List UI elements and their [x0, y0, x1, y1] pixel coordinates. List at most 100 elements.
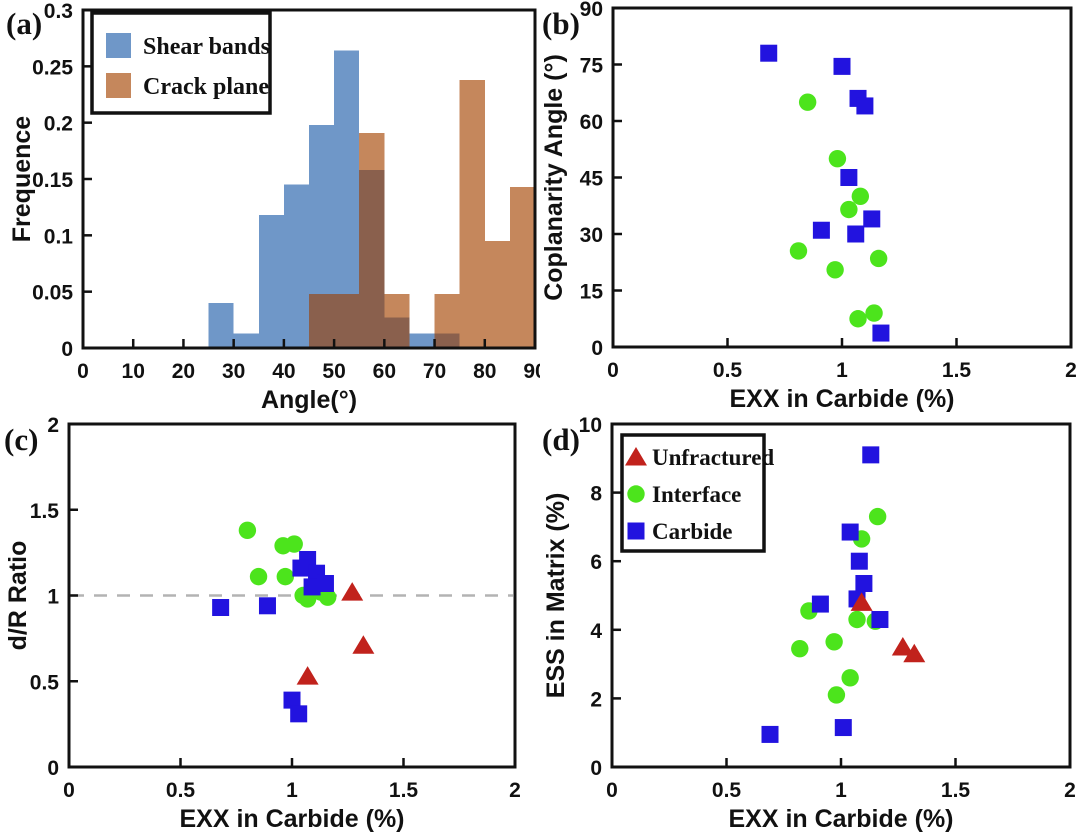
- scatter-point-interface: [276, 567, 295, 586]
- panel-label-a: (a): [6, 6, 43, 41]
- x-tick-label: 20: [172, 360, 195, 383]
- scatter-point-carbide: [833, 57, 851, 75]
- histogram-overlap-bar: [334, 293, 360, 348]
- scatter-point-unfractured: [903, 643, 926, 663]
- x-tick-label: 2: [1064, 779, 1076, 802]
- scatter-point-carbide: [258, 597, 276, 615]
- scatter-point-interface: [851, 187, 870, 206]
- scatter-point-interface: [841, 669, 859, 687]
- histogram-bar-shear-bands: [208, 302, 234, 348]
- scatter-point-carbide: [811, 595, 829, 613]
- x-tick-label: 1: [836, 359, 848, 382]
- y-tick-label: 6: [590, 551, 602, 574]
- legend-label: Crack plane: [143, 74, 269, 100]
- x-tick-label: 80: [473, 360, 496, 383]
- x-tick-label: 0: [77, 360, 89, 383]
- scatter-point-carbide: [872, 324, 890, 342]
- scatter-point-interface: [869, 249, 888, 268]
- x-tick-label: 2: [1065, 359, 1077, 382]
- scatter-point-interface: [789, 242, 808, 260]
- scatter-point-carbide: [847, 225, 865, 243]
- x-tick-label: 1.5: [941, 779, 971, 802]
- x-tick-label: 1: [835, 779, 847, 802]
- scatter-point-carbide: [841, 523, 859, 541]
- scatter-point-carbide: [855, 574, 873, 592]
- y-tick-label: 0: [61, 338, 73, 361]
- y-axis-label: Frequence: [8, 116, 36, 243]
- legend-label: Shear bands: [143, 34, 270, 60]
- scatter-point-carbide: [834, 719, 852, 737]
- scatter-point-carbide: [212, 599, 230, 617]
- scatter-point-interface: [849, 310, 867, 328]
- y-tick-label: 0.05: [32, 282, 73, 305]
- x-tick-label: 40: [272, 360, 295, 383]
- scatter-point-unfractured: [296, 666, 319, 685]
- scatter-point-carbide: [856, 97, 874, 115]
- histogram-overlap-bar: [384, 317, 410, 348]
- histogram-bar-crack-plane: [484, 240, 510, 348]
- x-axis-label: EXX in Carbide (%): [179, 805, 404, 833]
- x-tick-label: 60: [373, 360, 396, 383]
- panel-c-chart: 0 0.5 1 1.5 2 0 0.5 1 1.5 2 EXX in Carbide (%) d/R …: [4, 415, 521, 833]
- scatter-point-interface: [249, 567, 268, 586]
- histogram-bar-shear-bands: [409, 333, 435, 348]
- x-tick-label: 30: [222, 360, 245, 383]
- histogram-bar-shear-bands: [233, 333, 259, 348]
- plot-frame: [67, 422, 517, 769]
- y-tick-label: 15: [580, 281, 604, 304]
- x-tick-label: 10: [122, 360, 145, 383]
- scatter-point-carbide: [290, 705, 308, 723]
- scatter-point-carbide: [283, 691, 301, 709]
- scatter-point-carbide: [871, 611, 889, 629]
- y-tick-label: 0.25: [32, 56, 73, 79]
- x-tick-label: 0.5: [712, 779, 742, 802]
- scatter-point-interface: [798, 93, 817, 111]
- scatter-point-interface: [865, 304, 883, 322]
- histogram-overlap-bar: [359, 169, 385, 348]
- x-tick-label: 1: [286, 779, 298, 802]
- y-tick-label: 2: [47, 415, 59, 437]
- y-tick-label: 0: [47, 757, 59, 780]
- y-axis-label: ESS in Matrix (%): [542, 493, 570, 699]
- scatter-point-interface: [826, 261, 844, 279]
- x-axis-label: Angle(°): [261, 386, 357, 414]
- panel-label-b: (b): [542, 6, 580, 41]
- y-axis-label: Coplanarity Angle (°): [540, 54, 568, 301]
- panel-label-d: (d): [542, 422, 580, 457]
- panel-d-chart: 0 0.5 1 1.5 2 0 2 4 6 8 10 EXX in Carbide (%) ESS in…: [542, 415, 1076, 833]
- y-tick-label: 60: [580, 111, 603, 134]
- legend-swatch-shear-bands: [106, 33, 131, 58]
- histogram-bar-crack-plane: [459, 79, 485, 348]
- panel-a-chart: 0 10 20 30 40 50 60 70 80 90 0 0.05 0.1 0.15 0.2 0.25 0.…: [8, 0, 540, 414]
- x-tick-label: 0: [606, 779, 618, 802]
- scatter-point-carbide: [863, 210, 881, 228]
- plot-frame: [610, 422, 1072, 769]
- panel-b-chart: 0 0.5 1 1.5 2 0 15 30 45 60 75 90 EXX in Carbide (%)…: [540, 0, 1077, 413]
- legend-label: Unfractured: [652, 445, 774, 470]
- scatter-point-unfractured: [341, 582, 364, 601]
- legend-label: Interface: [652, 482, 741, 507]
- scatter-point-unfractured: [891, 636, 914, 656]
- scatter-point-carbide: [316, 574, 334, 592]
- y-tick-label: 0.3: [44, 0, 73, 23]
- y-axis-label: d/R Ratio: [4, 541, 32, 651]
- scatter-point-interface: [827, 686, 846, 704]
- scatter-point-unfractured: [352, 635, 375, 654]
- legend-marker-interface: [627, 485, 645, 503]
- y-tick-label: 0.2: [44, 113, 73, 136]
- scatter-point-interface: [825, 633, 843, 651]
- plot-frame: [611, 6, 1073, 349]
- scatter-point-interface: [318, 588, 337, 606]
- legend-label: Carbide: [652, 519, 733, 544]
- x-tick-label: 70: [423, 360, 446, 383]
- y-tick-label: 75: [580, 55, 604, 78]
- scatter-point-carbide: [812, 221, 830, 239]
- x-tick-label: 0: [607, 359, 619, 382]
- histogram-bar-shear-bands: [258, 215, 284, 348]
- y-tick-label: 0: [591, 337, 603, 360]
- scatter-point-interface: [828, 149, 847, 168]
- histogram-overlap-bar: [434, 333, 460, 348]
- legend-marker-unfractured: [625, 447, 647, 466]
- x-tick-label: 1.5: [942, 359, 972, 382]
